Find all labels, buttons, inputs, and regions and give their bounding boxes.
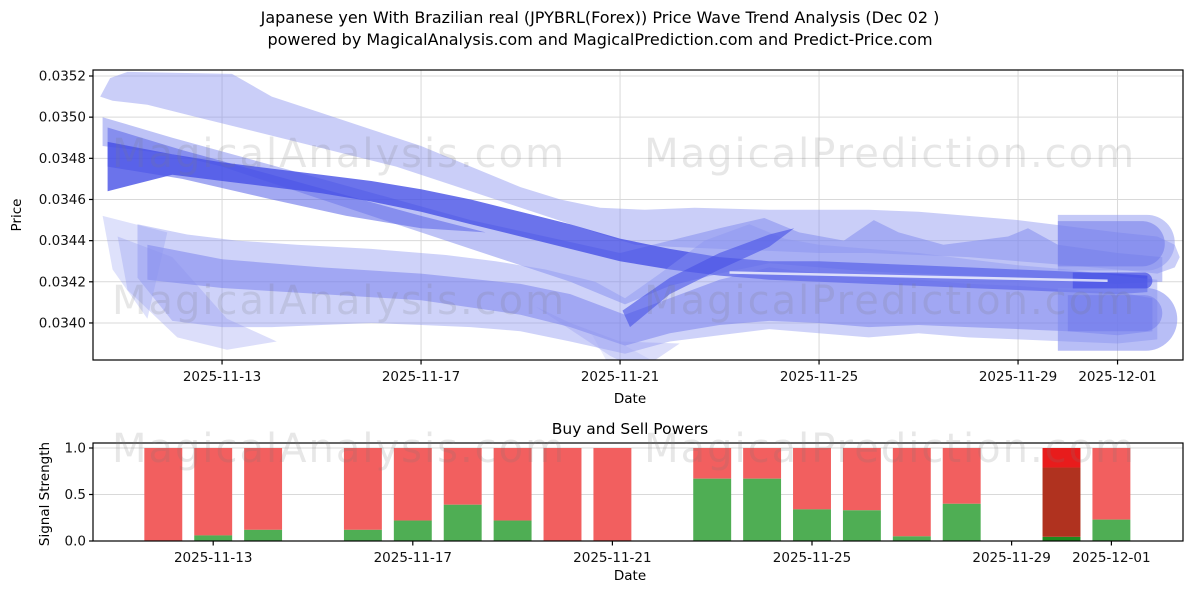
band-top-light xyxy=(100,71,1180,274)
power-bars xyxy=(144,448,1131,541)
bar-2025-11-18-buy xyxy=(443,504,482,541)
power-xtick-label: 2025-11-25 xyxy=(773,550,851,566)
band-left-fan-2 xyxy=(102,215,168,319)
power-xtick-label: 2025-11-17 xyxy=(374,550,452,566)
price-axis-label: Price xyxy=(9,198,25,232)
bar-2025-11-26-buy xyxy=(842,510,881,541)
bar-2025-11-12-sell xyxy=(144,448,183,541)
price-ytick-label: 0.0348 xyxy=(39,151,86,167)
price-plot-border xyxy=(92,69,1184,361)
price-xtick-label: 2025-11-21 xyxy=(581,369,659,385)
band-lower-medium xyxy=(147,244,1153,346)
bar-2025-11-16-buy xyxy=(343,529,382,541)
power-chart-title: Buy and Sell Powers xyxy=(551,420,709,438)
band-gap-sliver xyxy=(729,271,1108,283)
price-xtick-label: 2025-11-13 xyxy=(183,369,261,385)
power-ytick-label: 1.0 xyxy=(65,441,86,457)
signal-strength-axis-label: Signal Strength xyxy=(37,441,53,547)
power-plot-border xyxy=(92,442,1184,542)
price-ytick-label: 0.0350 xyxy=(39,110,86,126)
power-ytick-label: 0.5 xyxy=(65,487,86,503)
bar-2025-11-17-buy xyxy=(393,520,432,541)
bar-2025-11-27-buy xyxy=(892,536,931,541)
bar-2025-12-01-buy xyxy=(1092,519,1131,541)
band-pinch-tail-deep xyxy=(590,331,652,360)
bar-2025-11-24-sell xyxy=(743,448,782,479)
price-ytick-label: 0.0340 xyxy=(39,315,86,331)
bar-2025-11-28-buy xyxy=(942,503,981,541)
bar-2025-11-13-sell xyxy=(194,448,233,536)
bar-2025-11-30-sell-strong xyxy=(1042,467,1081,537)
price-xtick-label: 2025-11-25 xyxy=(780,369,858,385)
band-lower-light xyxy=(137,224,1158,354)
band-rise-streak xyxy=(622,228,795,328)
band-left-fan-1 xyxy=(117,236,277,350)
power-xtick-label: 2025-11-21 xyxy=(573,550,651,566)
upper-cap-dark xyxy=(1072,272,1153,290)
price-ytick-label: 0.0352 xyxy=(39,69,86,85)
bar-2025-11-18-sell xyxy=(443,448,482,505)
price-xtick-label: 2025-11-29 xyxy=(979,369,1057,385)
bar-2025-11-23-buy xyxy=(693,478,732,541)
bar-2025-11-30-buy-strong xyxy=(1042,536,1081,541)
price-xtick-label: 2025-12-01 xyxy=(1078,369,1156,385)
bar-2025-11-20-sell xyxy=(543,448,582,541)
upper-cap-inner xyxy=(1057,221,1165,267)
band-mid-light xyxy=(102,117,1163,305)
bar-2025-11-24-buy xyxy=(743,478,782,541)
lower-cap-outer xyxy=(1057,287,1178,351)
price-ytick-label: 0.0344 xyxy=(39,233,86,249)
bar-2025-11-17-sell xyxy=(393,448,432,521)
figure-title-line-1: Japanese yen With Brazilian real (JPYBRL… xyxy=(260,8,940,27)
price-chart-date-label: Date xyxy=(613,391,647,407)
bar-2025-11-19-buy xyxy=(493,520,532,541)
figure-title-line-2: powered by MagicalAnalysis.com and Magic… xyxy=(267,30,933,49)
bar-2025-11-25-buy xyxy=(793,509,831,541)
power-xtick-label: 2025-12-01 xyxy=(1072,550,1150,566)
lower-cap-inner xyxy=(1067,295,1163,332)
price-ytick-label: 0.0346 xyxy=(39,192,86,208)
price-xtick-label: 2025-11-17 xyxy=(382,369,460,385)
bar-2025-11-26-sell xyxy=(842,448,881,511)
power-xtick-label: 2025-11-13 xyxy=(174,550,252,566)
price-wave-bands xyxy=(100,71,1180,360)
bar-2025-11-13-buy xyxy=(194,535,233,541)
bar-2025-11-21-sell xyxy=(593,448,632,541)
bar-2025-11-16-sell xyxy=(343,448,382,530)
power-xtick-label: 2025-11-29 xyxy=(972,550,1050,566)
bar-2025-11-14-buy xyxy=(244,529,283,541)
bar-2025-11-30-sell-top xyxy=(1042,448,1081,468)
bar-2025-11-28-sell xyxy=(942,448,981,504)
bar-2025-11-19-sell xyxy=(493,448,532,521)
bar-2025-12-01-sell xyxy=(1092,448,1131,520)
bar-2025-11-25-sell xyxy=(793,448,831,510)
price-ytick-label: 0.0342 xyxy=(39,274,86,290)
bar-2025-11-14-sell xyxy=(244,448,283,530)
bar-2025-11-27-sell xyxy=(892,448,931,537)
power-chart-date-label: Date xyxy=(613,568,647,584)
power-ytick-label: 0.0 xyxy=(65,534,86,550)
band-pinch-tail xyxy=(535,306,680,360)
bar-2025-11-23-sell xyxy=(693,448,732,479)
